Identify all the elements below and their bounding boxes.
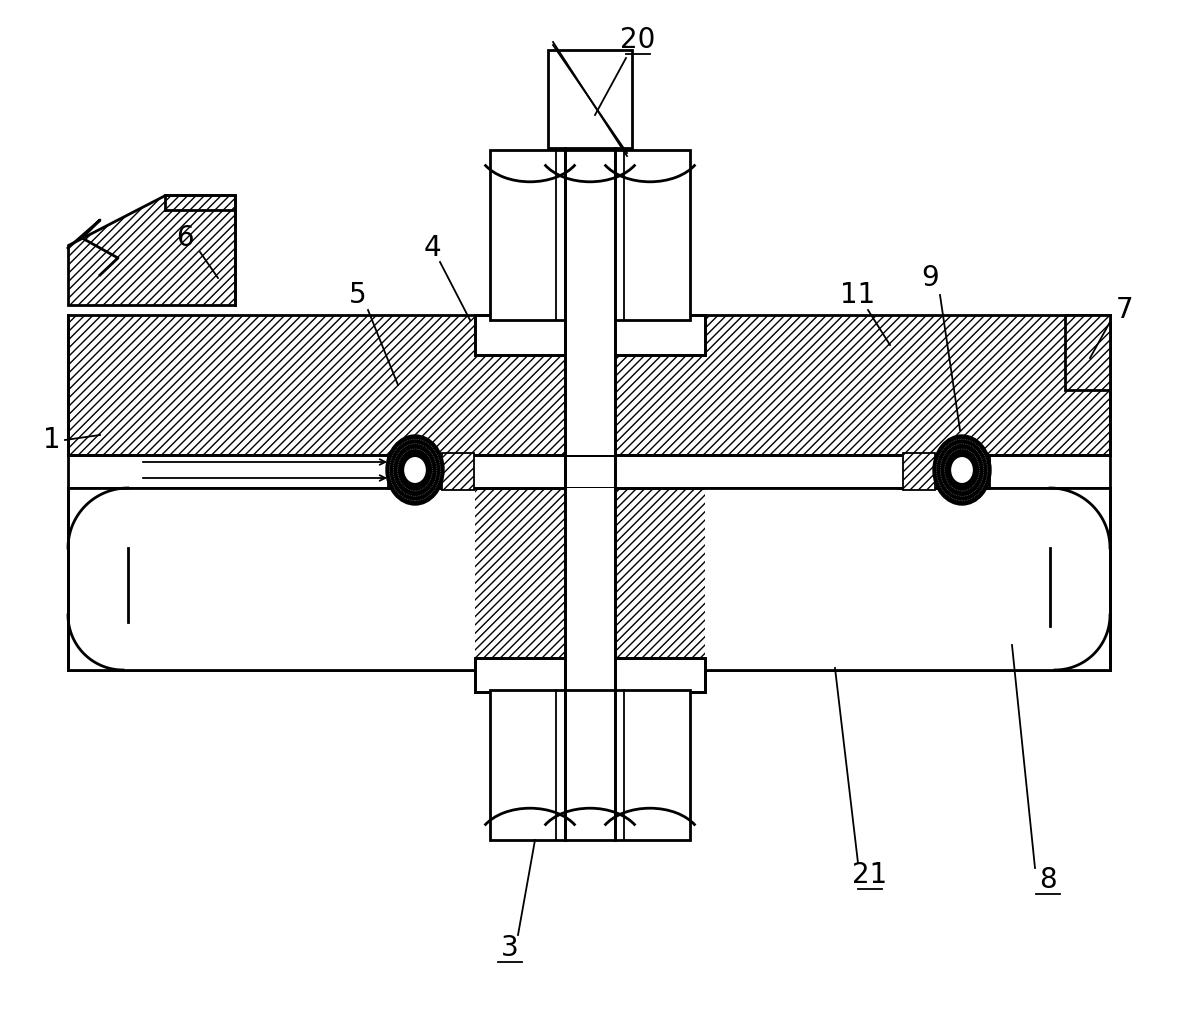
Ellipse shape [386,435,444,505]
Text: 7: 7 [1116,296,1134,324]
PathPatch shape [68,195,235,305]
Text: 6: 6 [176,224,194,252]
Bar [565,315,615,455]
Bar [475,315,705,355]
Text: 20: 20 [620,26,655,54]
Text: 11: 11 [841,281,875,309]
Ellipse shape [952,458,972,482]
Text: 21: 21 [853,861,888,889]
Bar [475,315,705,355]
Text: 8: 8 [1039,866,1057,894]
Bar [475,658,705,692]
Bar [490,150,690,320]
PathPatch shape [1065,315,1110,390]
Bar [475,315,705,355]
Bar [565,0,615,148]
Ellipse shape [405,458,425,482]
Bar [903,453,935,490]
Text: 3: 3 [501,934,518,962]
Ellipse shape [933,435,991,505]
Text: 5: 5 [350,281,367,309]
Bar [548,50,632,148]
Bar [475,658,705,692]
Bar [68,488,1110,670]
Bar [68,455,1110,488]
Bar [68,315,1110,455]
Text: 9: 9 [921,264,939,292]
Bar [475,658,705,692]
PathPatch shape [705,488,1110,670]
Bar [490,690,690,840]
Text: 1: 1 [44,426,60,454]
Bar [565,488,615,670]
Text: 4: 4 [423,234,441,262]
PathPatch shape [68,488,475,670]
Bar [442,453,474,490]
